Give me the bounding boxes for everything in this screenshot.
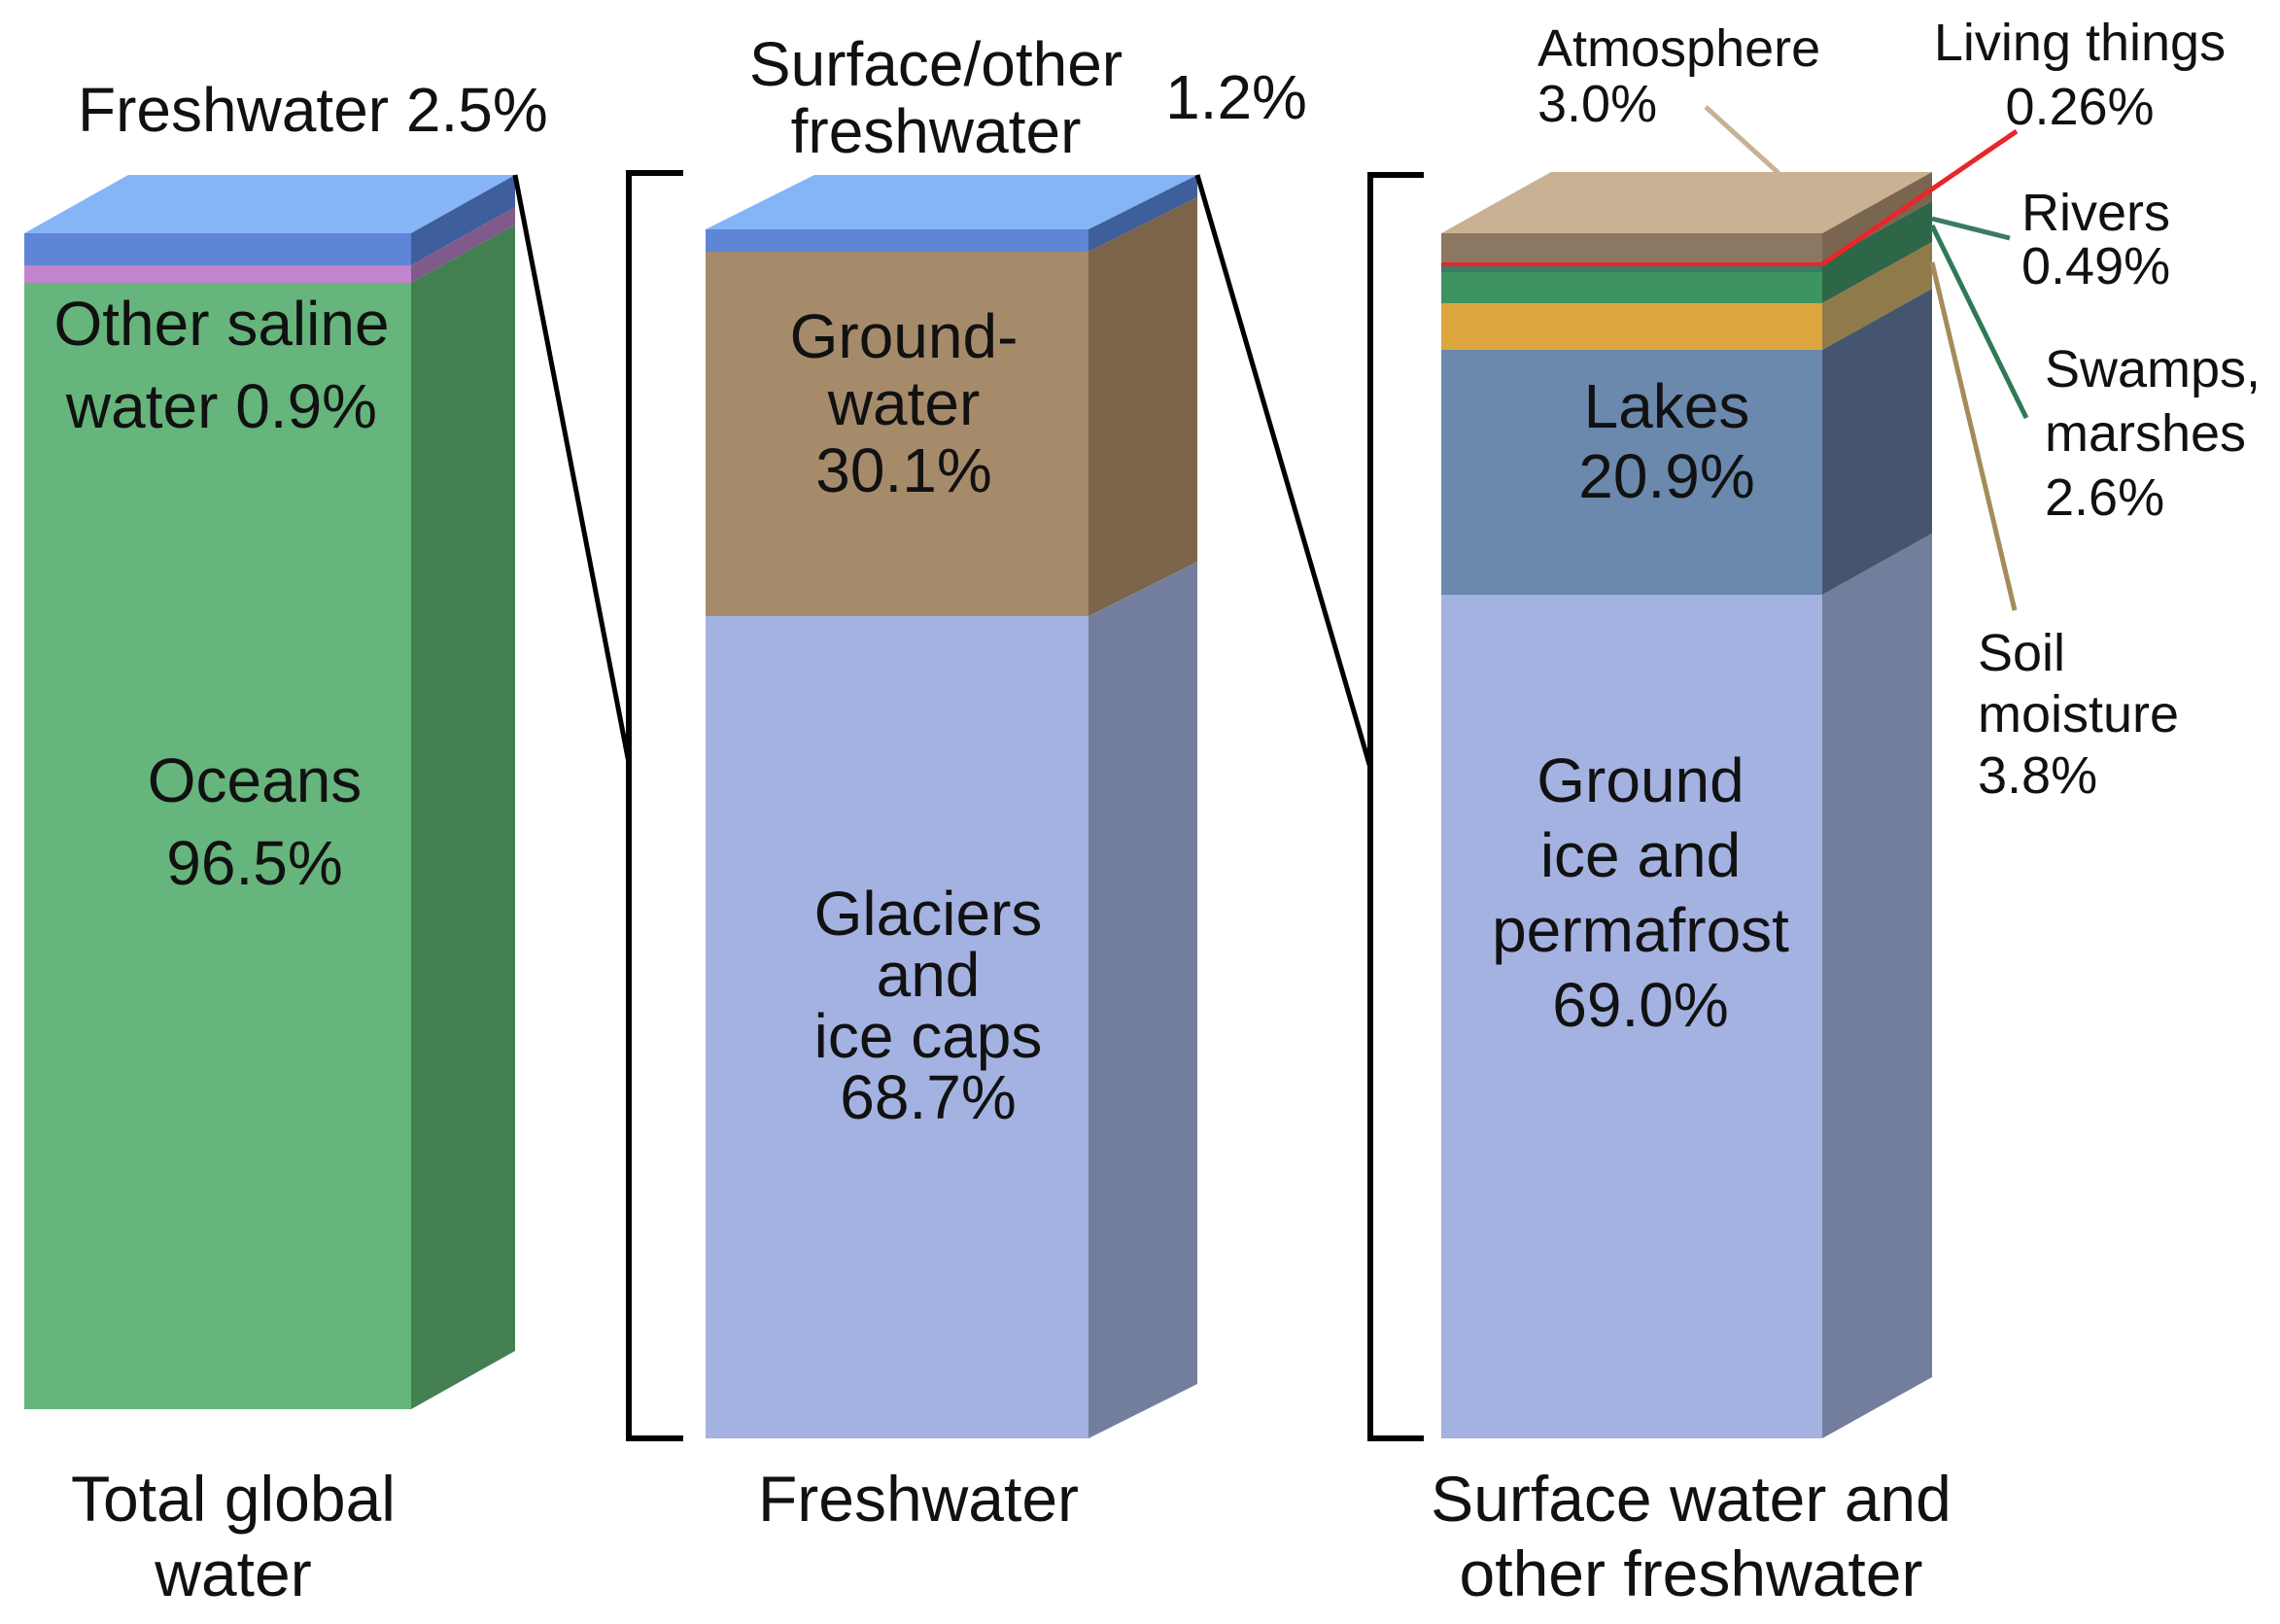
label-groundwater-1: Ground- xyxy=(790,301,1019,371)
bar1-segment-freshwater xyxy=(24,233,411,265)
label-lakes-name: Lakes xyxy=(1584,371,1750,441)
bar1-segment-other-saline xyxy=(24,265,411,283)
bracket-1 xyxy=(626,170,683,1441)
label-surface-other-2: freshwater xyxy=(791,96,1082,166)
label-oceans-value: 96.5% xyxy=(166,828,342,898)
label-atmosphere-name: Atmosphere xyxy=(1537,19,1820,78)
bar-surface-water xyxy=(1441,172,1932,1438)
label-glaciers-1: Glaciers xyxy=(814,879,1043,949)
connector-line-1 xyxy=(512,174,632,764)
label-permafrost-value: 69.0% xyxy=(1552,970,1728,1040)
bar2-segment-surface xyxy=(706,229,1088,252)
label-glaciers-2: and xyxy=(877,940,981,1010)
bar1-side-other-saline xyxy=(411,207,515,283)
label-permafrost-3: permafrost xyxy=(1492,895,1789,965)
label-swamps-value: 2.6% xyxy=(2045,468,2164,527)
footer-total-global-2: water xyxy=(154,1538,311,1609)
bar1-side-freshwater xyxy=(411,175,515,265)
bar3-segment-lakes xyxy=(1441,350,1822,595)
label-soil-2: moisture xyxy=(1978,685,2179,743)
label-soil-1: Soil xyxy=(1978,624,2065,682)
label-oceans-name: Oceans xyxy=(148,745,363,815)
connector-line-2 xyxy=(1194,174,1373,769)
label-rivers-value: 0.49% xyxy=(2021,237,2170,295)
label-living-value: 0.26% xyxy=(2005,78,2154,136)
leader-soil xyxy=(1929,261,2018,611)
label-glaciers-3: ice caps xyxy=(814,1001,1043,1071)
bar3-top-face xyxy=(1441,172,1932,233)
bar1-side-oceans xyxy=(411,225,515,1409)
footer-total-global-1: Total global xyxy=(71,1463,396,1535)
bar3-side-lakes xyxy=(1822,289,1932,595)
bar3-side-atmosphere xyxy=(1822,172,1932,262)
label-swamps-2: marshes xyxy=(2045,404,2246,463)
bar1-segment-oceans xyxy=(24,283,411,1409)
footer-surface-2: other freshwater xyxy=(1460,1538,1923,1609)
bar3-segment-soil xyxy=(1441,303,1822,350)
label-glaciers-value: 68.7% xyxy=(840,1062,1016,1132)
leader-atmosphere xyxy=(1704,105,1780,175)
bar2-side-groundwater xyxy=(1088,197,1197,616)
label-freshwater-top: Freshwater 2.5% xyxy=(78,75,548,145)
bar2-top-face xyxy=(706,175,1197,229)
leader-swamps xyxy=(1929,224,2029,420)
label-groundwater-2: water xyxy=(827,368,981,438)
label-permafrost-1: Ground xyxy=(1537,745,1744,815)
label-living-name: Living things xyxy=(1934,14,2226,72)
label-surface-other-value: 1.2% xyxy=(1165,62,1307,132)
bar3-segment-swamps xyxy=(1441,272,1822,303)
label-surface-other-1: Surface/other xyxy=(749,29,1123,99)
label-soil-value: 3.8% xyxy=(1978,746,2097,805)
label-other-saline-2: water 0.9% xyxy=(65,371,377,441)
label-other-saline-1: Other saline xyxy=(53,289,389,359)
bar3-segment-rivers xyxy=(1441,266,1822,272)
bar3-segment-atmosphere xyxy=(1441,233,1822,262)
bar2-side-glaciers xyxy=(1088,562,1197,1438)
footer-freshwater: Freshwater xyxy=(758,1463,1079,1535)
bracket-2 xyxy=(1367,172,1385,1441)
bar2-side-surface xyxy=(1088,175,1197,252)
label-atmosphere-value: 3.0% xyxy=(1537,75,1657,133)
label-rivers-name: Rivers xyxy=(2021,184,2170,242)
bar3-side-permafrost xyxy=(1822,534,1932,1438)
label-permafrost-2: ice and xyxy=(1540,820,1741,890)
bar3-side-soil xyxy=(1822,242,1932,350)
bar-freshwater xyxy=(706,175,1197,1438)
bar-total-global-water xyxy=(24,175,515,1409)
bar2-segment-groundwater xyxy=(706,252,1088,616)
footer-surface-1: Surface water and xyxy=(1431,1463,1952,1535)
bracket-2-caps xyxy=(1370,172,1424,1441)
label-groundwater-value: 30.1% xyxy=(815,435,991,505)
bar2-segment-glaciers xyxy=(706,616,1088,1438)
label-lakes-value: 20.9% xyxy=(1578,441,1754,511)
leader-rivers xyxy=(1931,216,2011,241)
bar1-top-face xyxy=(24,175,515,233)
label-swamps-1: Swamps, xyxy=(2045,340,2261,398)
bar3-side-swamps xyxy=(1822,201,1932,303)
leader-living xyxy=(1820,128,2019,267)
bar3-segment-permafrost xyxy=(1441,595,1822,1438)
